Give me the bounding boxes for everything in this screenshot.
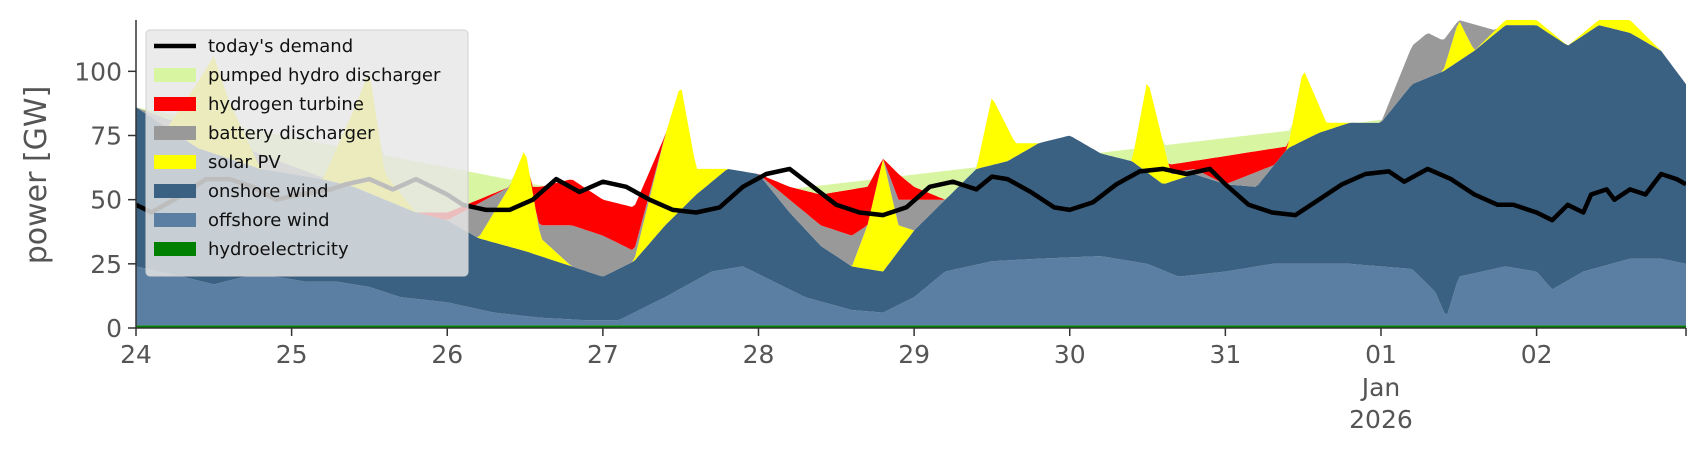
y-tick-label: 100 (74, 57, 122, 86)
axes: 0 25 50 75 100 24 25 26 27 28 29 30 31 01 Jan 2026 02 (74, 20, 1687, 434)
x-tick-label: 25 (276, 340, 308, 369)
legend-swatch (154, 155, 196, 169)
area-battery-discharger (136, 20, 1686, 277)
x-tick-label: 01 (1365, 340, 1397, 369)
legend-entry-pumped-hydro-discharger: pumped hydro discharger (154, 65, 441, 86)
legend-entry-onshore-wind: onshore wind (154, 181, 329, 202)
x-tick-label: 30 (1054, 340, 1086, 369)
legend-swatch (154, 68, 196, 82)
x-tick-label: 29 (898, 340, 930, 369)
legend-label: today's demand (208, 36, 353, 57)
y-tick-label: 75 (90, 122, 122, 151)
legend-swatch (154, 184, 196, 198)
x-tick-sublabel: Jan (1360, 373, 1401, 402)
area-solar-pv (136, 20, 1686, 277)
legend-label: hydrogen turbine (208, 94, 364, 115)
legend-entry-today-s-demand: today's demand (154, 36, 353, 57)
area-offshore-wind (136, 256, 1686, 326)
legend-label: battery discharger (208, 123, 375, 144)
x-tick-label: 28 (743, 340, 775, 369)
legend-entry-battery-discharger: battery discharger (154, 123, 375, 144)
legend-label: solar PV (208, 152, 281, 173)
legend-entry-offshore-wind: offshore wind (154, 210, 330, 231)
y-axis-label: power [GW] (19, 86, 54, 265)
legend-entry-hydroelectricity: hydroelectricity (154, 239, 349, 260)
legend-swatch (154, 213, 196, 227)
legend-entry-hydrogen-turbine: hydrogen turbine (154, 94, 364, 115)
x-tick-sublabel: 2026 (1349, 405, 1413, 434)
x-tick-label: 27 (587, 340, 619, 369)
legend-label: onshore wind (208, 181, 329, 202)
y-tick-label: 0 (106, 314, 122, 343)
legend-label: pumped hydro discharger (208, 65, 441, 86)
area-onshore-wind (136, 25, 1686, 321)
legend-swatch (154, 97, 196, 111)
y-tick-label: 25 (90, 250, 122, 279)
legend-swatch (154, 242, 196, 256)
x-tick-label: 24 (120, 340, 152, 369)
legend-label: offshore wind (208, 210, 330, 231)
x-tick-label: 26 (431, 340, 463, 369)
y-tick-label: 50 (90, 186, 122, 215)
legend: today's demand pumped hydro discharger hyd… (145, 29, 469, 277)
x-tick-label: 31 (1209, 340, 1241, 369)
legend-label: hydroelectricity (208, 239, 349, 260)
legend-swatch (154, 126, 196, 140)
legend-entry-solar-pv: solar PV (154, 152, 281, 173)
x-tick-label: 02 (1521, 340, 1553, 369)
legend-box (145, 29, 469, 277)
